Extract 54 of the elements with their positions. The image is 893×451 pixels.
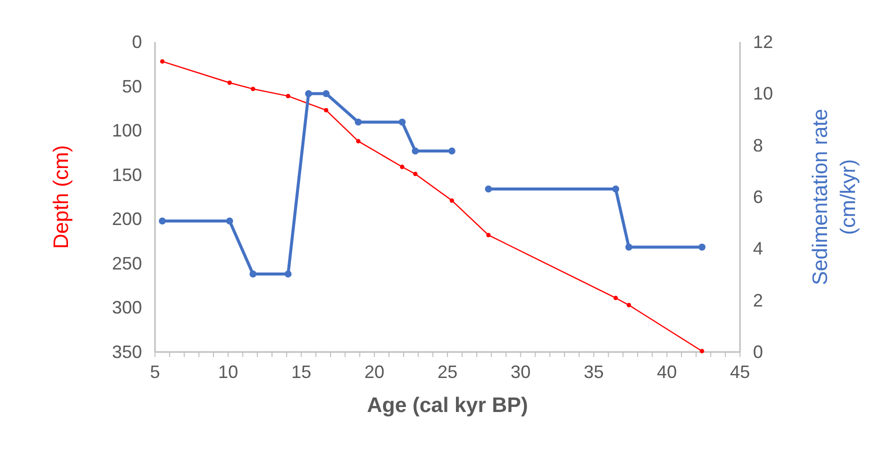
point xyxy=(448,148,456,155)
y2-tick-label: 0 xyxy=(753,342,764,362)
point xyxy=(413,172,418,176)
y-tick-label: 350 xyxy=(112,342,142,362)
x-tick-label: 10 xyxy=(218,362,238,382)
y2-tick-label: 8 xyxy=(753,135,764,156)
x-tick-label: 25 xyxy=(437,362,458,382)
y-tick-label: 100 xyxy=(112,120,142,141)
y2-axis-title: Sedimentation rate (cm/kyr) xyxy=(809,108,860,286)
point xyxy=(412,148,419,155)
point xyxy=(486,232,491,238)
point xyxy=(226,218,234,225)
y-tick-label: 50 xyxy=(122,76,142,96)
x-tick-label: 20 xyxy=(364,362,384,382)
y2-tick-label: 10 xyxy=(753,84,774,104)
x-tick-label: 15 xyxy=(291,362,312,382)
y-tick-label: 250 xyxy=(112,253,142,274)
x-tick-label: 30 xyxy=(510,362,531,382)
point xyxy=(322,90,330,98)
point xyxy=(227,80,232,85)
point xyxy=(484,185,492,192)
point xyxy=(305,90,312,98)
point xyxy=(324,108,328,112)
point xyxy=(398,118,406,126)
point xyxy=(612,185,620,192)
point xyxy=(700,348,704,354)
point xyxy=(286,94,290,98)
point xyxy=(698,244,706,251)
x-axis-title: Age (cal kyr BP) xyxy=(366,394,528,417)
point xyxy=(356,139,360,144)
point xyxy=(354,118,362,126)
y-tick-label: 200 xyxy=(112,209,142,230)
point xyxy=(158,218,166,225)
point xyxy=(160,59,165,64)
x-tick-label: 35 xyxy=(584,362,604,382)
point xyxy=(626,302,632,308)
x-tick-label: 5 xyxy=(150,362,160,382)
y2-tick-label: 2 xyxy=(753,290,764,310)
y-tick-label: 0 xyxy=(132,32,142,52)
point xyxy=(250,86,256,92)
point xyxy=(400,164,404,170)
point xyxy=(249,270,256,278)
point xyxy=(613,296,618,300)
y2-tick-label: 12 xyxy=(753,32,774,52)
point xyxy=(284,270,292,278)
y-tick-label: 150 xyxy=(112,164,142,185)
point xyxy=(625,244,632,251)
y-tick-label: 300 xyxy=(112,298,142,318)
point xyxy=(450,198,454,203)
y2-tick-label: 4 xyxy=(753,238,764,259)
y2-tick-label: 6 xyxy=(753,187,764,207)
x-tick-label: 45 xyxy=(730,362,750,382)
x-tick-label: 40 xyxy=(656,362,677,382)
y-axis-title: Depth (cm) xyxy=(50,145,73,249)
